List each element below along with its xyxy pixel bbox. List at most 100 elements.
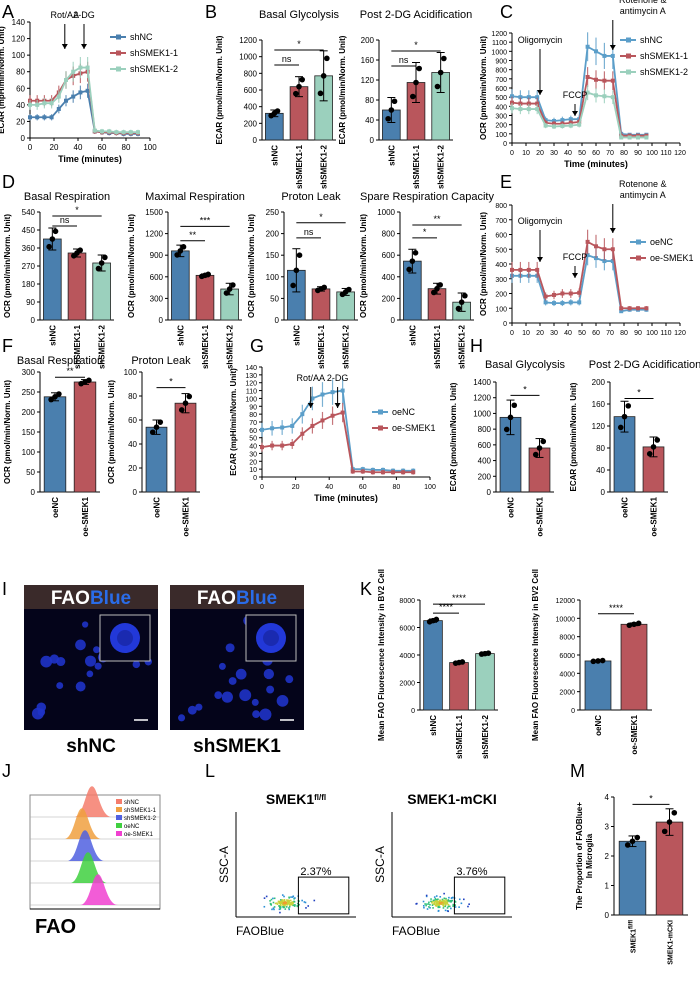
y-tick-label: 500 [495,247,507,254]
legend-entry: shSMEK1-1 [130,48,178,58]
y-tick-label: 40 [596,466,605,475]
y-tick-label: 1000 [473,409,491,418]
y-tick-label: 20 [16,117,25,126]
nucleus [86,670,94,678]
event-dot [447,904,450,906]
data-point [629,838,636,845]
x-tick-label: 20 [536,150,544,157]
data-point [270,426,275,431]
data-point [560,118,565,123]
panel-letter: M [570,761,585,781]
event-dot [265,895,268,898]
event-dot [285,902,287,904]
event-dot [282,900,284,903]
data-point [121,130,126,135]
y-tick-label: 1000 [239,53,257,62]
data-point [518,267,523,272]
x-tick-label: 100 [143,143,157,152]
y-tick-label: 200 [495,292,507,299]
event-dot [283,898,286,901]
legend-swatch [116,831,122,836]
annotation-arrowhead [572,273,578,278]
event-dot [270,904,273,906]
data-point [346,286,352,293]
annotation-arrowhead [61,44,68,49]
data-point [182,400,189,407]
category-label: oe-SMEK1 [81,496,90,536]
data-point [290,282,296,289]
data-point [28,102,32,107]
event-dot [291,903,293,905]
event-dot [291,896,294,898]
panel-letter: I [2,579,7,599]
event-dot [280,900,283,903]
y-tick-label: 90 [249,404,257,411]
x-tick-label: 40 [325,484,333,491]
chart-title: Maximal Respiration [145,191,245,203]
event-dot [443,901,446,904]
data-point [617,424,624,431]
data-point [114,130,119,135]
series-line [30,89,138,135]
nucleus [40,655,53,668]
data-point [602,247,607,252]
x-axis-label: Time (minutes) [564,159,628,169]
bar [174,402,197,493]
y-tick-label: 200 [495,123,507,130]
data-point [437,69,444,76]
data-point [518,101,523,106]
y-tick-label: 160 [361,56,375,65]
bar-chart: 0 40 80 120 160 200 Post 2-DG Acidification ECA… [569,359,700,537]
event-dot [280,904,282,906]
bar-chart: 0 2000 4000 6000 8000 10000 12000 Mean FAO Fluo… [531,569,652,755]
nucleus [195,703,203,711]
data-point [543,294,548,299]
event-dot [428,901,430,904]
x-axis-label: FAOBlue [236,924,284,938]
event-dot [448,905,451,908]
data-point [300,412,305,417]
event-dot [279,903,282,905]
data-point [585,44,590,49]
data-point [409,258,416,264]
x-tick-label: 10 [522,330,530,337]
data-point [330,413,335,418]
category-label: SMEK1fl/fl [629,920,638,953]
event-dot [442,907,445,909]
event-dot [285,903,287,906]
data-point [274,108,281,114]
annotation-label: antimycin A [620,6,666,16]
bar [336,291,355,321]
legend-swatch [116,815,122,820]
event-dot [288,907,290,909]
bar [423,620,443,711]
bar [43,396,67,493]
annotation-label: Oligomycin [518,35,563,45]
y-tick-label: 40 [16,101,25,110]
category-label: shSMEK1-2 [481,714,490,759]
panel-letter: E [500,172,512,192]
data-point [526,267,531,272]
data-point [49,115,54,120]
event-dot [293,900,296,903]
data-point [510,94,514,99]
event-dot [443,892,445,895]
significance-label: **** [452,593,467,603]
y-axis-label: SSC-A [217,846,231,883]
event-dot [436,903,438,906]
data-point [535,107,540,112]
data-point [636,135,640,140]
y-tick-label: 120 [12,35,26,44]
data-point [671,809,678,816]
data-point [226,286,233,292]
category-label: oeNC [507,497,516,518]
y-tick-label: 200 [382,294,396,303]
x-tick-label: 80 [393,484,401,491]
data-point [503,426,510,433]
data-point [510,267,514,272]
event-dot [288,908,291,911]
y-tick-label: 0 [31,488,36,497]
data-point [540,438,547,445]
